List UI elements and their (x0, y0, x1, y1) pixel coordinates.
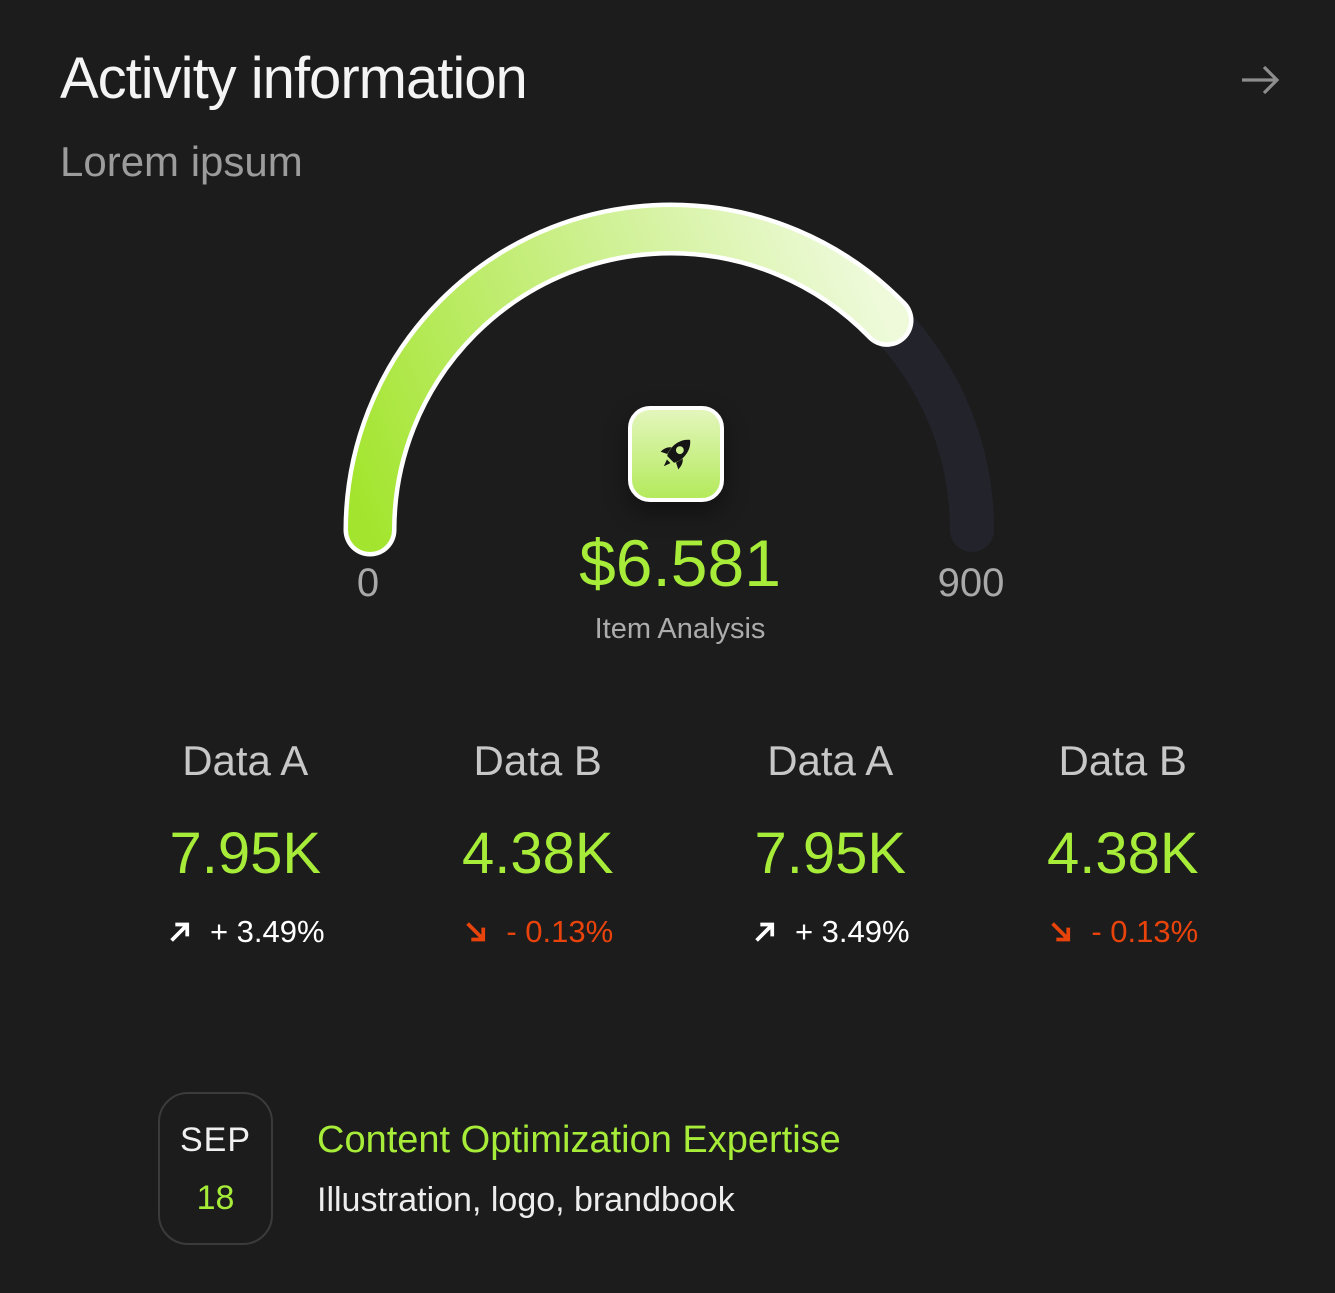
stat-change: - 0.13% (392, 914, 685, 950)
stat-change: - 0.13% (977, 914, 1270, 950)
stat-label: Data B (473, 737, 602, 784)
date-badge: SEP 18 (158, 1092, 273, 1245)
date-day: 18 (196, 1178, 235, 1217)
gauge-min-label: 0 (356, 561, 380, 605)
arrow-up-right-icon (751, 918, 779, 946)
event-text: Content Optimization Expertise Illustrat… (317, 1119, 841, 1219)
rocket-icon (660, 439, 691, 470)
stat-data-b: Data B 4.38K - 0.13% (392, 737, 685, 950)
stat-value: 4.38K (461, 821, 614, 886)
stats-row: Data A 7.95K + 3.49% Data B 4.38K (99, 737, 1269, 950)
gauge-fill (348, 207, 994, 552)
stat-value: 4.38K (1046, 821, 1199, 886)
gauge-arc (343, 202, 999, 557)
stat-data-a: Data A 7.95K + 3.49% (99, 737, 392, 950)
gauge-chart: $6.581 Item Analysis 0 900 (0, 200, 1335, 670)
stat-change-text: - 0.13% (1091, 914, 1199, 949)
stat-value: 7.95K (169, 821, 322, 886)
date-month: SEP (179, 1120, 252, 1159)
stat-data-b: Data B 4.38K - 0.13% (977, 737, 1270, 950)
gauge-caption: Item Analysis (594, 613, 766, 645)
stat-change-text: - 0.13% (506, 914, 614, 949)
stat-label: Data B (1058, 737, 1187, 784)
stat-change: + 3.49% (684, 914, 977, 950)
gauge-value: $6.581 (579, 526, 781, 600)
event-row[interactable]: SEP 18 Content Optimization Expertise Il… (158, 1092, 841, 1245)
arrow-up-right-icon (166, 918, 194, 946)
event-subtitle: Illustration, logo, brandbook (317, 1180, 735, 1219)
stat-change-text: + 3.49% (209, 914, 325, 949)
stat-data-a: Data A 7.95K + 3.49% (684, 737, 977, 950)
stat-label: Data A (182, 737, 309, 784)
stat-label: Data A (767, 737, 894, 784)
event-title[interactable]: Content Optimization Expertise (317, 1118, 841, 1161)
page-title: Activity information (60, 46, 528, 111)
arrow-down-right-icon (462, 918, 490, 946)
gauge-max-label: 900 (937, 561, 1005, 605)
arrow-right-icon[interactable] (1234, 54, 1286, 106)
rocket-badge (628, 406, 724, 502)
page-subtitle: Lorem ipsum (60, 138, 303, 185)
arrow-down-right-icon (1047, 918, 1075, 946)
stat-change-text: + 3.49% (794, 914, 910, 949)
stat-change: + 3.49% (99, 914, 392, 950)
stat-value: 7.95K (754, 821, 907, 886)
